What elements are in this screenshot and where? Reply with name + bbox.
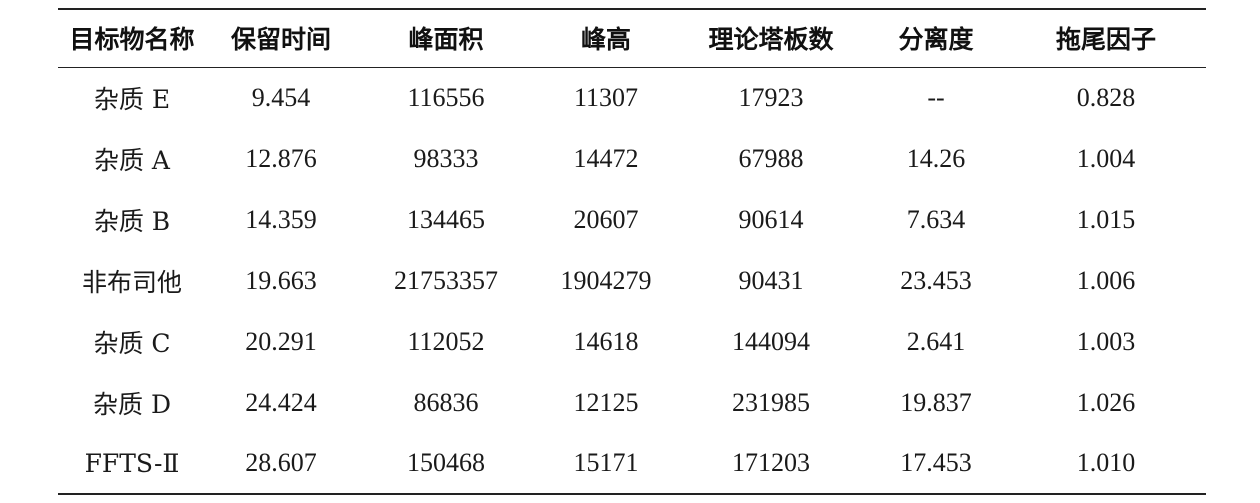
header-theoretical-plates: 理论塔板数 (708, 25, 834, 55)
cell-peak-height: 1904279 (560, 265, 652, 295)
cell-theoretical-plates: 17923 (738, 82, 804, 112)
cell-tailing-factor: 1.015 (1076, 204, 1136, 234)
cell-resolution: 2.641 (906, 326, 966, 356)
cell-retention-time: 14.359 (245, 204, 317, 234)
header-resolution: 分离度 (898, 25, 974, 55)
cell-tailing-factor: 1.026 (1076, 387, 1136, 417)
cell-peak-area: 21753357 (394, 265, 498, 295)
table-row: 杂质 C 20.291 112052 14618 144094 2.641 1.… (58, 311, 1206, 372)
header-peak-height: 峰高 (580, 25, 631, 55)
cell-resolution: 17.453 (900, 448, 972, 477)
cell-peak-area: 98333 (413, 143, 479, 173)
cell-peak-area: 116556 (407, 82, 485, 112)
cell-target-name: FFTS-Ⅱ (84, 448, 180, 478)
table-row: 杂质 E 9.454 116556 11307 17923 -- 0.828 (58, 67, 1206, 128)
cell-peak-height: 12125 (573, 387, 639, 417)
cell-retention-time: 19.663 (245, 265, 317, 295)
cell-peak-area: 134465 (407, 204, 485, 234)
cell-resolution: 19.837 (900, 387, 972, 417)
cell-peak-height: 14472 (573, 143, 639, 173)
cell-peak-area: 86836 (413, 387, 479, 417)
cell-theoretical-plates: 144094 (732, 326, 810, 356)
cell-resolution: -- (927, 82, 945, 112)
cell-theoretical-plates: 67988 (738, 143, 804, 173)
table-row: 非布司他 19.663 21753357 1904279 90431 23.45… (58, 250, 1206, 311)
cell-tailing-factor: 1.010 (1076, 448, 1136, 477)
cell-target-name: 杂质 E (93, 84, 171, 114)
cell-target-name: 非布司他 (81, 267, 182, 297)
cell-tailing-factor: 1.003 (1076, 326, 1136, 356)
cell-target-name: 杂质 B (93, 206, 171, 236)
cell-resolution: 23.453 (900, 265, 972, 295)
cell-peak-area: 112052 (407, 326, 485, 356)
cell-peak-height: 11307 (573, 82, 639, 112)
cell-retention-time: 24.424 (245, 387, 317, 417)
cell-theoretical-plates: 231985 (732, 387, 810, 417)
chromatography-results-table: 目标物名称 保留时间 峰面积 峰高 理论塔板数 分离度 拖尾因子 杂质 E 9.… (58, 8, 1206, 495)
cell-peak-height: 15171 (573, 448, 639, 477)
header-target-name: 目标物名称 (69, 25, 195, 55)
cell-target-name: 杂质 C (93, 328, 171, 358)
cell-tailing-factor: 1.006 (1076, 265, 1136, 295)
header-tailing-factor: 拖尾因子 (1055, 25, 1156, 55)
table-row: 杂质 D 24.424 86836 12125 231985 19.837 1.… (58, 372, 1206, 433)
table-header: 目标物名称 保留时间 峰面积 峰高 理论塔板数 分离度 拖尾因子 (58, 9, 1206, 67)
table-row: FFTS-Ⅱ 28.607 150468 15171 171203 17.453… (58, 433, 1206, 494)
cell-resolution: 7.634 (906, 204, 966, 234)
cell-theoretical-plates: 90614 (738, 204, 804, 234)
cell-retention-time: 12.876 (245, 143, 317, 173)
cell-target-name: 杂质 D (93, 389, 171, 419)
header-row: 目标物名称 保留时间 峰面积 峰高 理论塔板数 分离度 拖尾因子 (58, 9, 1206, 67)
table-body: 杂质 E 9.454 116556 11307 17923 -- 0.828 杂… (58, 67, 1206, 494)
cell-retention-time: 28.607 (245, 448, 317, 477)
cell-peak-area: 150468 (407, 448, 485, 477)
table-row: 杂质 A 12.876 98333 14472 67988 14.26 1.00… (58, 128, 1206, 189)
cell-tailing-factor: 1.004 (1076, 143, 1136, 173)
cell-peak-height: 14618 (573, 326, 639, 356)
cell-peak-height: 20607 (573, 204, 639, 234)
header-peak-area: 峰面积 (408, 25, 484, 55)
cell-resolution: 14.26 (906, 143, 966, 173)
table-row: 杂质 B 14.359 134465 20607 90614 7.634 1.0… (58, 189, 1206, 250)
cell-retention-time: 9.454 (251, 82, 311, 112)
header-retention-time: 保留时间 (230, 25, 331, 55)
cell-target-name: 杂质 A (93, 145, 170, 175)
cell-theoretical-plates: 171203 (732, 448, 810, 477)
results-table-container: 目标物名称 保留时间 峰面积 峰高 理论塔板数 分离度 拖尾因子 杂质 E 9.… (58, 8, 1206, 495)
cell-tailing-factor: 0.828 (1076, 82, 1136, 112)
cell-theoretical-plates: 90431 (738, 265, 804, 295)
cell-retention-time: 20.291 (245, 326, 317, 356)
